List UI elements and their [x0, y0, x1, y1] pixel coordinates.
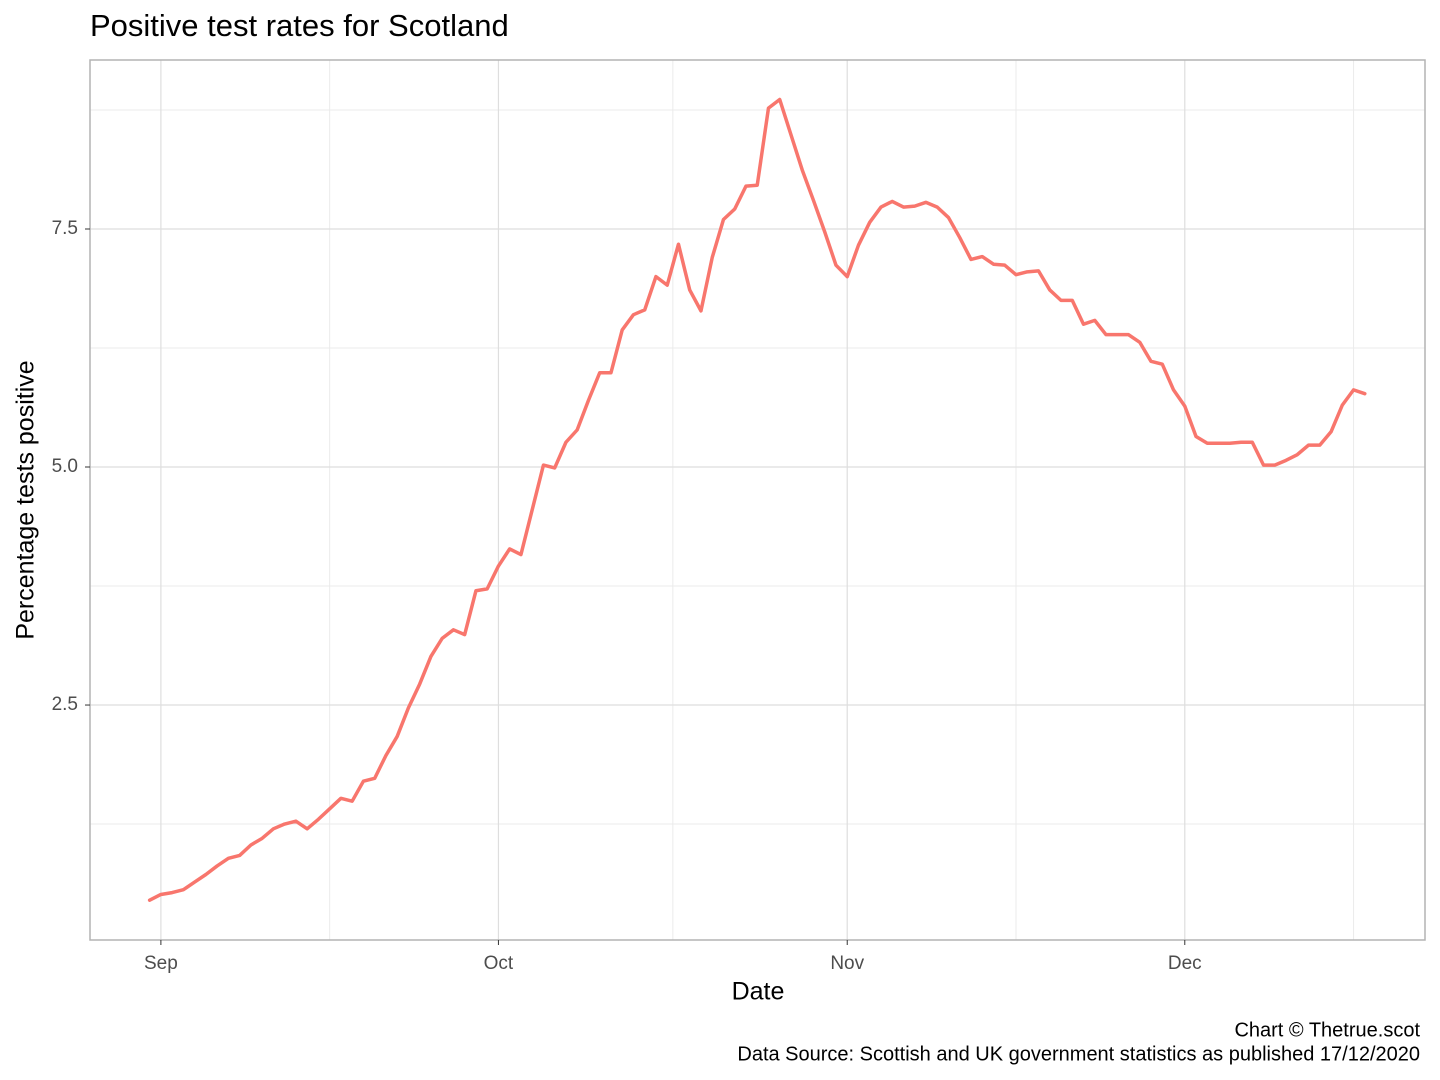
x-tick-label: Dec — [1168, 953, 1202, 974]
x-axis-label: Date — [732, 978, 785, 1006]
y-tick-label: 2.5 — [52, 694, 78, 715]
y-tick-label: 5.0 — [52, 456, 78, 477]
chart-title: Positive test rates for Scotland — [90, 8, 509, 43]
panel-border — [89, 59, 1426, 941]
y-tick-label: 7.5 — [52, 218, 78, 239]
data-line — [147, 97, 1367, 902]
caption: Chart © Thetrue.scot — [1234, 1019, 1420, 1041]
x-tick-label: Sep — [144, 953, 178, 974]
caption: Data Source: Scottish and UK government … — [737, 1043, 1420, 1065]
y-axis-label: Percentage tests positive — [12, 360, 40, 639]
x-tick-label: Nov — [830, 953, 864, 974]
x-tick-label: Oct — [484, 953, 514, 974]
